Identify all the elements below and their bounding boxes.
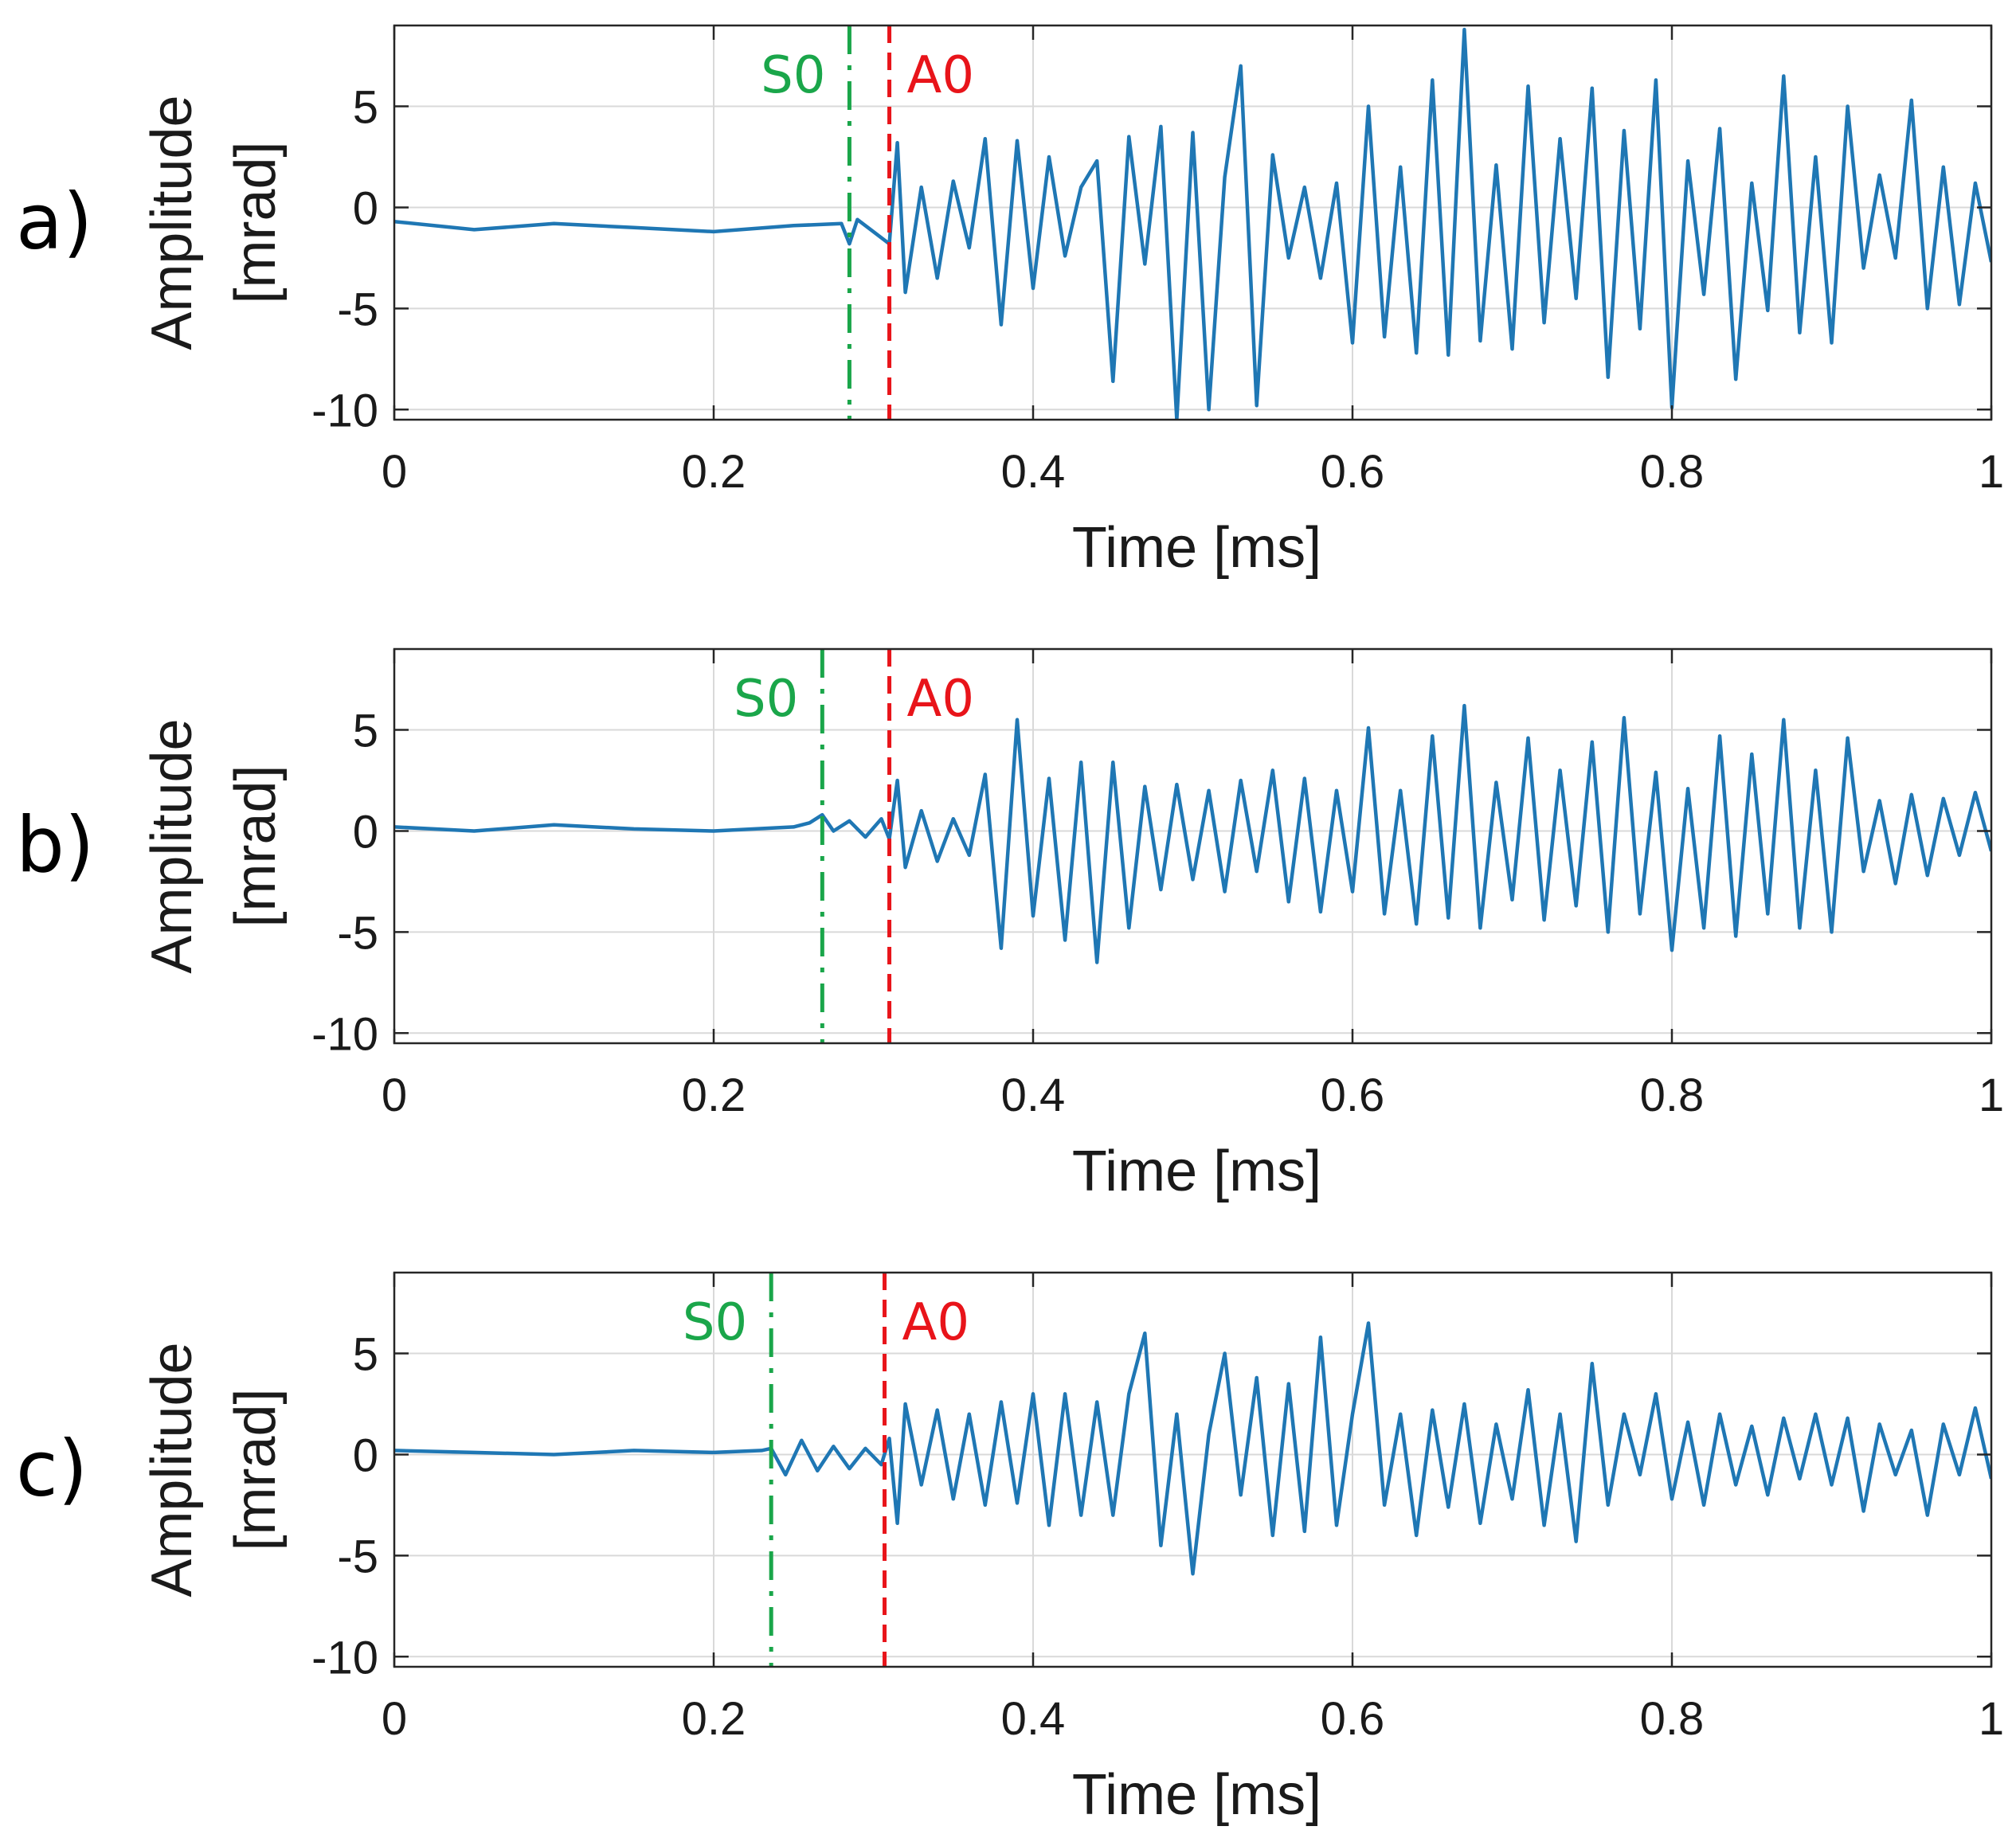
y-tick-label: -5 bbox=[337, 1531, 378, 1582]
x-tick-label: 0.6 bbox=[1321, 446, 1385, 498]
axes-frame bbox=[393, 1271, 1993, 1668]
y-tick-label: 5 bbox=[353, 82, 378, 134]
signal-line bbox=[394, 703, 1991, 964]
plot-area bbox=[394, 25, 1991, 420]
y-tick-label: -5 bbox=[337, 907, 378, 959]
plot-area bbox=[394, 1273, 1991, 1667]
x-tick-label: 0.6 bbox=[1321, 1070, 1385, 1121]
chart-panel-b: S0 A0 0 0.2 0.4 0.6 0.8 1 5 0 -5 -10 Time [ms] Amplit… bbox=[16, 647, 2004, 1203]
x-tick-label: 1 bbox=[1979, 1070, 2004, 1121]
x-tick-label: 0.4 bbox=[1001, 1693, 1066, 1745]
plot-area bbox=[394, 649, 1991, 1043]
y-axis-label-line1: Amplitude bbox=[140, 1342, 204, 1597]
chart-panel-c: S0 A0 0 0.2 0.4 0.6 0.8 1 5 0 -5 -10 Time [ms] Amplit… bbox=[16, 1271, 2004, 1827]
y-tick-label: -10 bbox=[311, 1008, 378, 1060]
x-axis-label: Time [ms] bbox=[1072, 1763, 1321, 1827]
x-tick-label: 0.2 bbox=[682, 1693, 746, 1745]
x-tick-label: 0.8 bbox=[1640, 446, 1705, 498]
y-tick-label: 0 bbox=[353, 806, 378, 858]
marker-label-a0: A0 bbox=[902, 1293, 970, 1352]
panel-label: b) bbox=[16, 801, 94, 890]
marker-label-s0: S0 bbox=[734, 670, 798, 729]
chart-panel-a: S0 A0 0 0.2 0.4 0.6 0.8 1 5 0 -5 -10 Time [ms] Amplit… bbox=[16, 24, 2004, 580]
panel-label: c) bbox=[16, 1425, 88, 1514]
marker-label-s0: S0 bbox=[761, 46, 825, 105]
y-axis-label: Amplitude [mrad] bbox=[140, 718, 288, 973]
y-tick-label: 5 bbox=[353, 1329, 378, 1381]
signal-line bbox=[394, 27, 1991, 420]
x-tick-label: 0.8 bbox=[1640, 1693, 1705, 1745]
x-tick-label: 0 bbox=[382, 1693, 407, 1745]
x-axis-label: Time [ms] bbox=[1072, 1140, 1321, 1203]
y-axis-label-line2: [mrad] bbox=[224, 765, 288, 927]
marker-label-s0: S0 bbox=[683, 1293, 747, 1352]
x-tick-label: 0 bbox=[382, 1070, 407, 1121]
y-axis-label-line1: Amplitude bbox=[140, 95, 204, 350]
y-tick-label: -10 bbox=[311, 385, 378, 436]
x-axis-label: Time [ms] bbox=[1072, 516, 1321, 580]
y-tick-label: 0 bbox=[353, 1429, 378, 1481]
x-tick-label: 0.6 bbox=[1321, 1693, 1385, 1745]
marker-label-a0: A0 bbox=[907, 46, 975, 105]
panel-label: a) bbox=[16, 178, 92, 267]
y-tick-label: -5 bbox=[337, 284, 378, 335]
x-tick-label: 0 bbox=[382, 446, 407, 498]
y-axis-label: Amplitude [mrad] bbox=[140, 95, 288, 350]
signal-line bbox=[394, 1321, 1991, 1576]
x-tick-label: 0.4 bbox=[1001, 446, 1066, 498]
y-axis-label: Amplitude [mrad] bbox=[140, 1342, 288, 1597]
axes-frame bbox=[393, 24, 1993, 421]
axes-frame bbox=[393, 647, 1993, 1045]
y-axis-label-line2: [mrad] bbox=[224, 141, 288, 303]
x-tick-label: 1 bbox=[1979, 1693, 2004, 1745]
y-tick-label: -10 bbox=[311, 1632, 378, 1684]
x-tick-label: 0.8 bbox=[1640, 1070, 1705, 1121]
y-tick-label: 5 bbox=[353, 706, 378, 757]
y-axis-label-line2: [mrad] bbox=[224, 1388, 288, 1551]
y-axis-label-line1: Amplitude bbox=[140, 718, 204, 973]
x-tick-label: 0.4 bbox=[1001, 1070, 1066, 1121]
x-tick-label: 1 bbox=[1979, 446, 2004, 498]
marker-label-a0: A0 bbox=[907, 670, 975, 729]
x-tick-label: 0.2 bbox=[682, 1070, 746, 1121]
x-tick-label: 0.2 bbox=[682, 446, 746, 498]
y-tick-label: 0 bbox=[353, 182, 378, 234]
